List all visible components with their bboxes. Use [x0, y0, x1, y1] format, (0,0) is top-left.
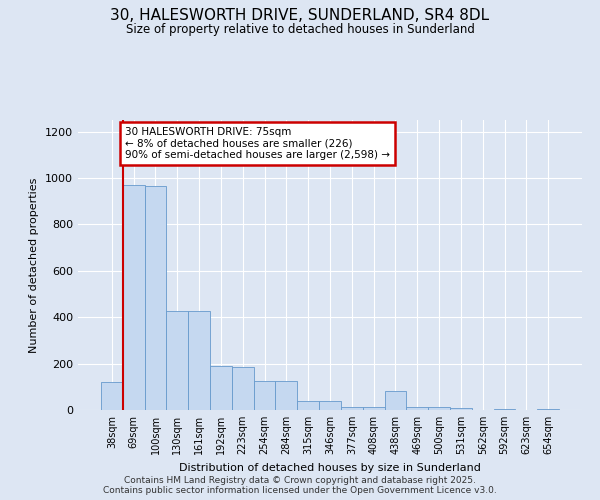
Bar [232, 367, 254, 410]
Bar [428, 407, 450, 410]
Text: Size of property relative to detached houses in Sunderland: Size of property relative to detached ho… [125, 24, 475, 36]
Y-axis label: Number of detached properties: Number of detached properties [29, 178, 40, 352]
Bar [450, 408, 472, 410]
Bar [123, 185, 145, 410]
Bar [145, 186, 166, 410]
Text: Contains HM Land Registry data © Crown copyright and database right 2025.
Contai: Contains HM Land Registry data © Crown c… [103, 476, 497, 495]
Bar [297, 401, 319, 410]
Bar [341, 406, 363, 410]
Bar [385, 392, 406, 410]
Bar [494, 409, 515, 410]
Bar [319, 401, 341, 410]
Bar [166, 312, 188, 410]
Text: 30, HALESWORTH DRIVE, SUNDERLAND, SR4 8DL: 30, HALESWORTH DRIVE, SUNDERLAND, SR4 8D… [110, 8, 490, 22]
Bar [188, 312, 210, 410]
Bar [254, 381, 275, 410]
Bar [210, 366, 232, 410]
Bar [363, 406, 385, 410]
Bar [537, 409, 559, 410]
Bar [406, 407, 428, 410]
X-axis label: Distribution of detached houses by size in Sunderland: Distribution of detached houses by size … [179, 462, 481, 472]
Bar [101, 382, 123, 410]
Text: 30 HALESWORTH DRIVE: 75sqm
← 8% of detached houses are smaller (226)
90% of semi: 30 HALESWORTH DRIVE: 75sqm ← 8% of detac… [125, 127, 390, 160]
Bar [275, 381, 297, 410]
